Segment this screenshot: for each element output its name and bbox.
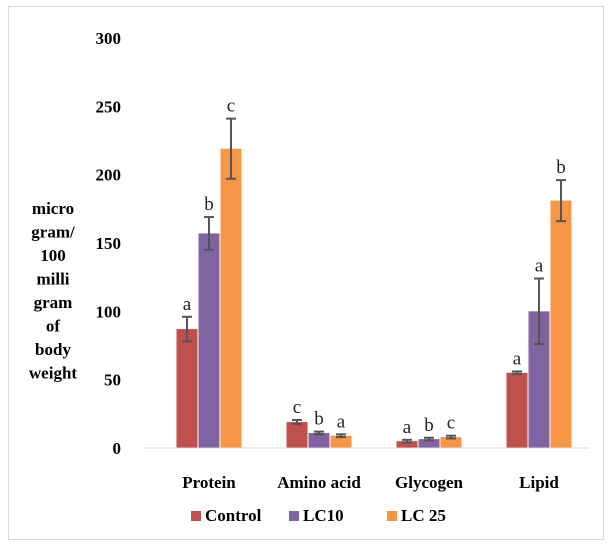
y-axis-label-line: 100 — [40, 246, 66, 265]
y-tick-label: 300 — [96, 29, 122, 48]
y-axis-label-line: of — [46, 317, 61, 336]
y-axis-label-line: milli — [36, 270, 69, 289]
bar — [528, 311, 550, 448]
bar — [396, 441, 418, 448]
y-axis-label-line: gram/ — [31, 223, 75, 242]
significance-label: a — [535, 256, 544, 277]
y-axis-label-line: micro — [32, 199, 74, 218]
y-axis-label-line: gram — [34, 293, 73, 312]
x-axis-categories: Protein Amino acid Glycogen Lipid — [182, 473, 559, 492]
bar — [330, 435, 352, 448]
significance-label: b — [314, 409, 324, 430]
legend-entry: LC 25 — [401, 506, 446, 525]
bar — [286, 422, 308, 448]
category-label: Glycogen — [395, 473, 464, 492]
legend: Control LC10 LC 25 — [191, 506, 446, 525]
significance-label: c — [447, 413, 455, 434]
y-axis-ticks: 0 50 100 150 200 250 300 — [96, 29, 122, 458]
significance-label: b — [424, 415, 434, 436]
y-axis-label: micro gram/100 milli gram of body weight — [29, 199, 78, 383]
category-label: Amino acid — [277, 473, 361, 492]
y-tick-label: 150 — [96, 234, 122, 253]
y-tick-label: 50 — [104, 371, 121, 390]
significance-label: a — [183, 294, 192, 315]
y-axis-label-line: body — [35, 340, 71, 359]
bar — [176, 329, 198, 448]
bar — [550, 200, 572, 448]
bar — [418, 439, 440, 448]
bar — [198, 233, 220, 448]
significance-label: a — [337, 411, 346, 432]
significance-label: a — [513, 348, 522, 369]
y-tick-label: 200 — [96, 166, 122, 185]
y-tick-label: 100 — [96, 302, 122, 321]
bar-chart: 0 50 100 150 200 250 300 micro gram/100 milli gra… — [29, 29, 589, 525]
category-label: Lipid — [519, 473, 559, 492]
y-tick-label: 250 — [96, 97, 122, 116]
y-tick-label: 0 — [113, 439, 122, 458]
significance-label: c — [227, 96, 235, 117]
legend-entry: Control — [205, 506, 262, 525]
legend-entry: LC10 — [303, 506, 344, 525]
bar — [220, 148, 242, 448]
y-axis-label-line: weight — [29, 364, 78, 383]
significance-label: b — [204, 194, 214, 215]
category-label: Protein — [182, 473, 236, 492]
significance-label: c — [293, 397, 301, 418]
bar — [308, 432, 330, 448]
significance-label: b — [556, 157, 566, 178]
chart-frame: 0 50 100 150 200 250 300 micro gram/100 milli gra… — [8, 6, 604, 540]
legend-swatch — [191, 511, 201, 521]
significance-label: a — [403, 417, 412, 438]
bar — [440, 437, 462, 448]
legend-swatch — [289, 511, 299, 521]
legend-swatch — [387, 511, 397, 521]
bar — [506, 372, 528, 448]
